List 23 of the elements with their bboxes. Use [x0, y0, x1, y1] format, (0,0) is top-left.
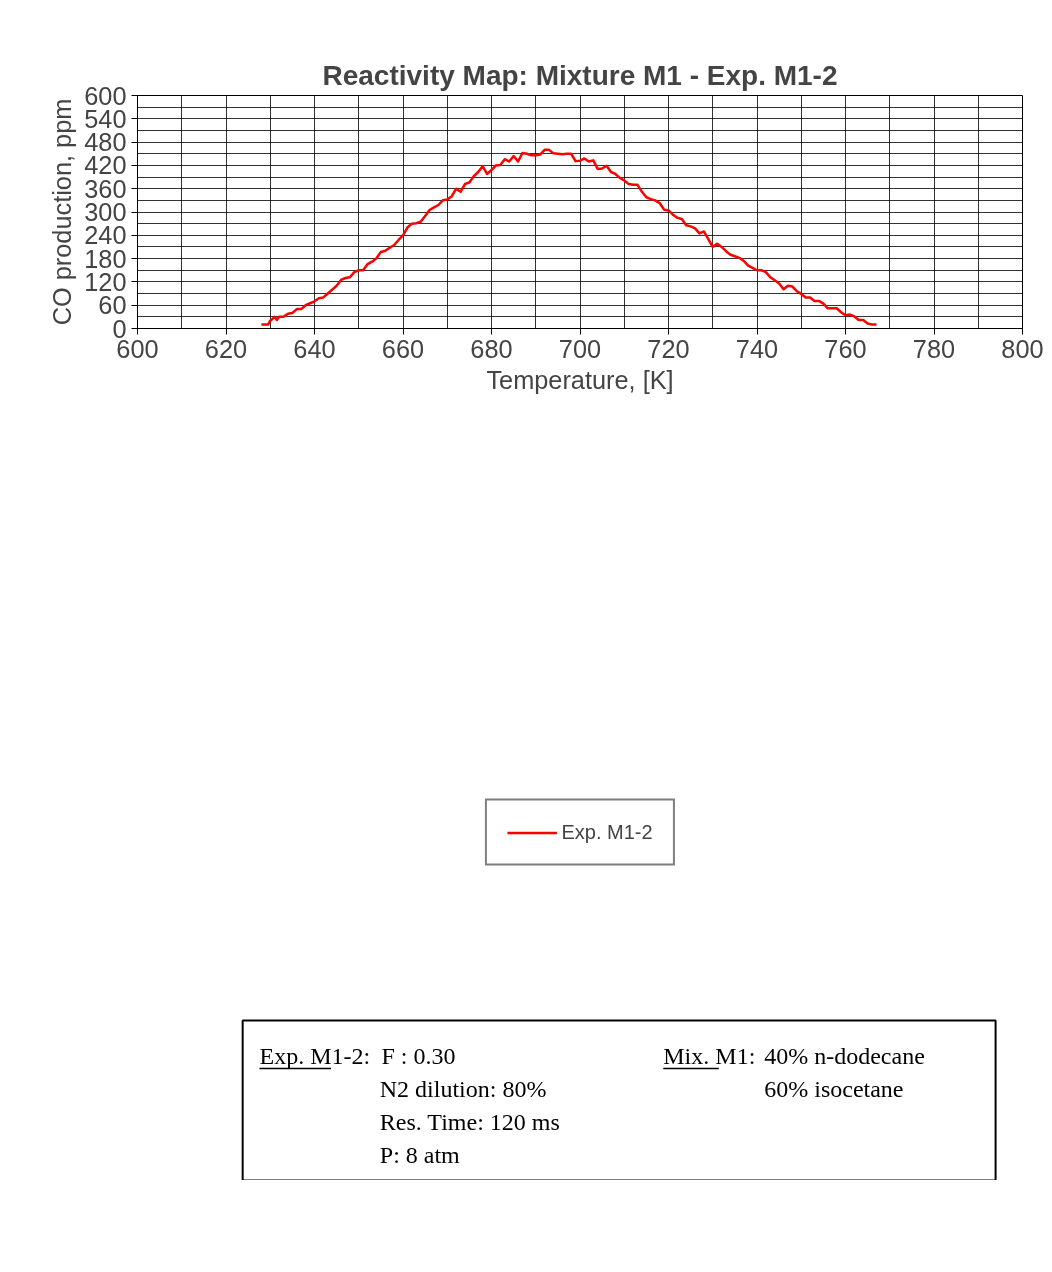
x-tick-label: 740 [735, 334, 779, 363]
text: 40% n-dodecane [764, 1042, 925, 1069]
text: 60% isocetane [764, 1075, 904, 1102]
x-tick-label: 760 [824, 334, 867, 363]
y-axis-title: CO production, ppm [48, 98, 77, 326]
x-tick-label: 640 [293, 334, 336, 363]
text: Exp. M1-2: [259, 1042, 371, 1069]
x-tick-label: 700 [558, 334, 602, 363]
x-tick-label: 620 [204, 334, 248, 363]
x-tick-label: 660 [381, 334, 425, 363]
text: P: 8 atm [379, 1141, 461, 1168]
x-tick-label: 780 [912, 334, 956, 363]
text: F : 0.30 [381, 1042, 456, 1069]
x-tick-label: 800 [1001, 334, 1044, 363]
text: N2 dilution: 80% [379, 1075, 547, 1102]
chart-title: Reactivity Map: Mixture M1 - Exp. M1-2 [322, 59, 838, 91]
legend-label: Exp. M1-2 [561, 820, 653, 844]
line-series [260, 148, 878, 326]
x-tick-label: 720 [647, 334, 690, 363]
x-tick-label: 680 [470, 334, 513, 363]
x-axis-title: Temperature, [K] [486, 365, 674, 394]
text: Mix. M1: [663, 1042, 756, 1069]
text: Res. Time: 120 ms [379, 1108, 560, 1135]
